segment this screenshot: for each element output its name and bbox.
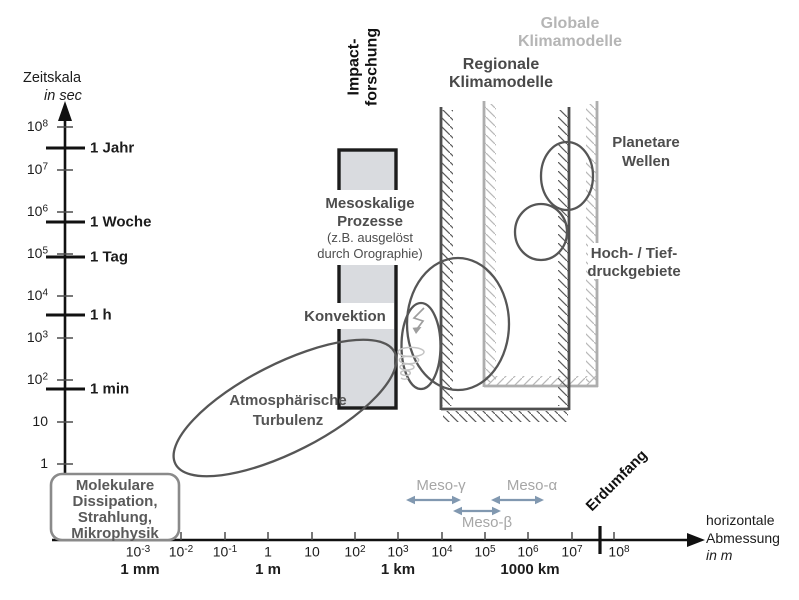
y-tick-label: 108: [26, 117, 48, 134]
global-models-label: Globale Klimamodelle: [517, 15, 623, 50]
tornado-icon: [397, 346, 425, 380]
x-axis-arrow-icon: [687, 533, 705, 547]
y-tick-label: 10: [32, 412, 48, 429]
y-tick-label: 106: [26, 202, 48, 219]
x-tick-label: 107: [561, 543, 583, 560]
y-time-label: 1 min: [90, 380, 130, 398]
meso-alpha-arrow: [491, 495, 544, 505]
impact-research-box: [337, 148, 398, 410]
y-time-label: 1 Tag: [90, 248, 129, 266]
y-time-label: 1 Woche: [90, 213, 152, 231]
planetary-waves-label: Planetare Wellen: [612, 134, 680, 170]
tornado-ellipse: [400, 301, 442, 391]
y-tick-label: 103: [26, 328, 48, 345]
meso-gamma-label: Meso-γ: [416, 477, 466, 494]
regional-models-label: Regionale Klimamodelle: [448, 56, 554, 91]
y-axis-power-ticks: [57, 126, 73, 465]
y-tick-label: 104: [26, 286, 48, 303]
y-tick-label: 102: [26, 370, 48, 387]
zigzag-arrow-icon: [412, 307, 425, 334]
y-time-label: 1 h: [90, 306, 112, 324]
global-models-band: [482, 101, 599, 388]
mesoscale-processes-label: Mesoskalige Prozesse (z.B. ausgelöst dur…: [317, 195, 423, 261]
x-tick-label: 10-2: [168, 543, 194, 560]
x-tick-label: 10-3: [125, 543, 151, 560]
pressure-systems-ellipse: [513, 202, 569, 262]
konvektion-label-patch: [295, 303, 394, 329]
x-tick-label: 10-1: [212, 543, 238, 560]
x-unit-label: 1000 km: [500, 561, 560, 578]
konvektion-label: Konvektion: [304, 308, 386, 325]
x-tick-label: 105: [474, 543, 496, 560]
meso-label-patch: [301, 190, 439, 265]
atmospheric-turbulence-label: Atmosphärische Turbulenz: [229, 392, 347, 429]
x-tick-label: 106: [517, 543, 539, 560]
x-axis-title: horizontale Abmessung in m: [706, 512, 780, 563]
x-tick-label: 10: [304, 543, 320, 560]
y-axis-title: Zeitskala: [22, 70, 82, 86]
y-tick-label: 1: [40, 454, 48, 471]
molecular-dissipation-label: Molekulare Dissipation, Strahlung, Mikro…: [71, 477, 159, 542]
meso-beta-label: Meso-β: [461, 514, 513, 531]
x-unit-label: 1 mm: [120, 561, 160, 578]
x-tick-label: 1: [264, 543, 272, 560]
x-unit-label: 1 m: [255, 561, 281, 578]
y-axis-unit: in sec: [44, 88, 82, 104]
pressure-systems-label: Hoch- / Tief- druckgebiete: [587, 245, 681, 280]
x-tick-label: 104: [431, 543, 453, 560]
x-tick-label: 103: [387, 543, 409, 560]
meso-alpha-label: Meso-α: [506, 477, 558, 494]
molecular-box: [49, 472, 181, 542]
x-tick-label: 102: [344, 543, 366, 560]
y-tick-label: 105: [26, 244, 48, 261]
meso-beta-arrow: [453, 506, 501, 516]
x-unit-label: 1 km: [380, 561, 416, 578]
hochtief-label-patch: [588, 243, 681, 279]
atmospheric-turbulence-ellipse: [172, 338, 398, 478]
meso-gamma-arrow: [406, 495, 461, 505]
regional-models-band: [439, 107, 571, 422]
impact-research-label: Impact- forschung: [345, 27, 381, 107]
x-tick-label: 108: [608, 543, 630, 560]
y-tick-label: 107: [26, 160, 48, 177]
planetary-waves-ellipse: [539, 140, 595, 212]
y-axis-time-ticks: [46, 146, 85, 391]
y-time-label: 1 Jahr: [90, 139, 135, 157]
y-axis-arrow-icon: [58, 101, 72, 121]
convection-ellipse: [405, 256, 511, 392]
